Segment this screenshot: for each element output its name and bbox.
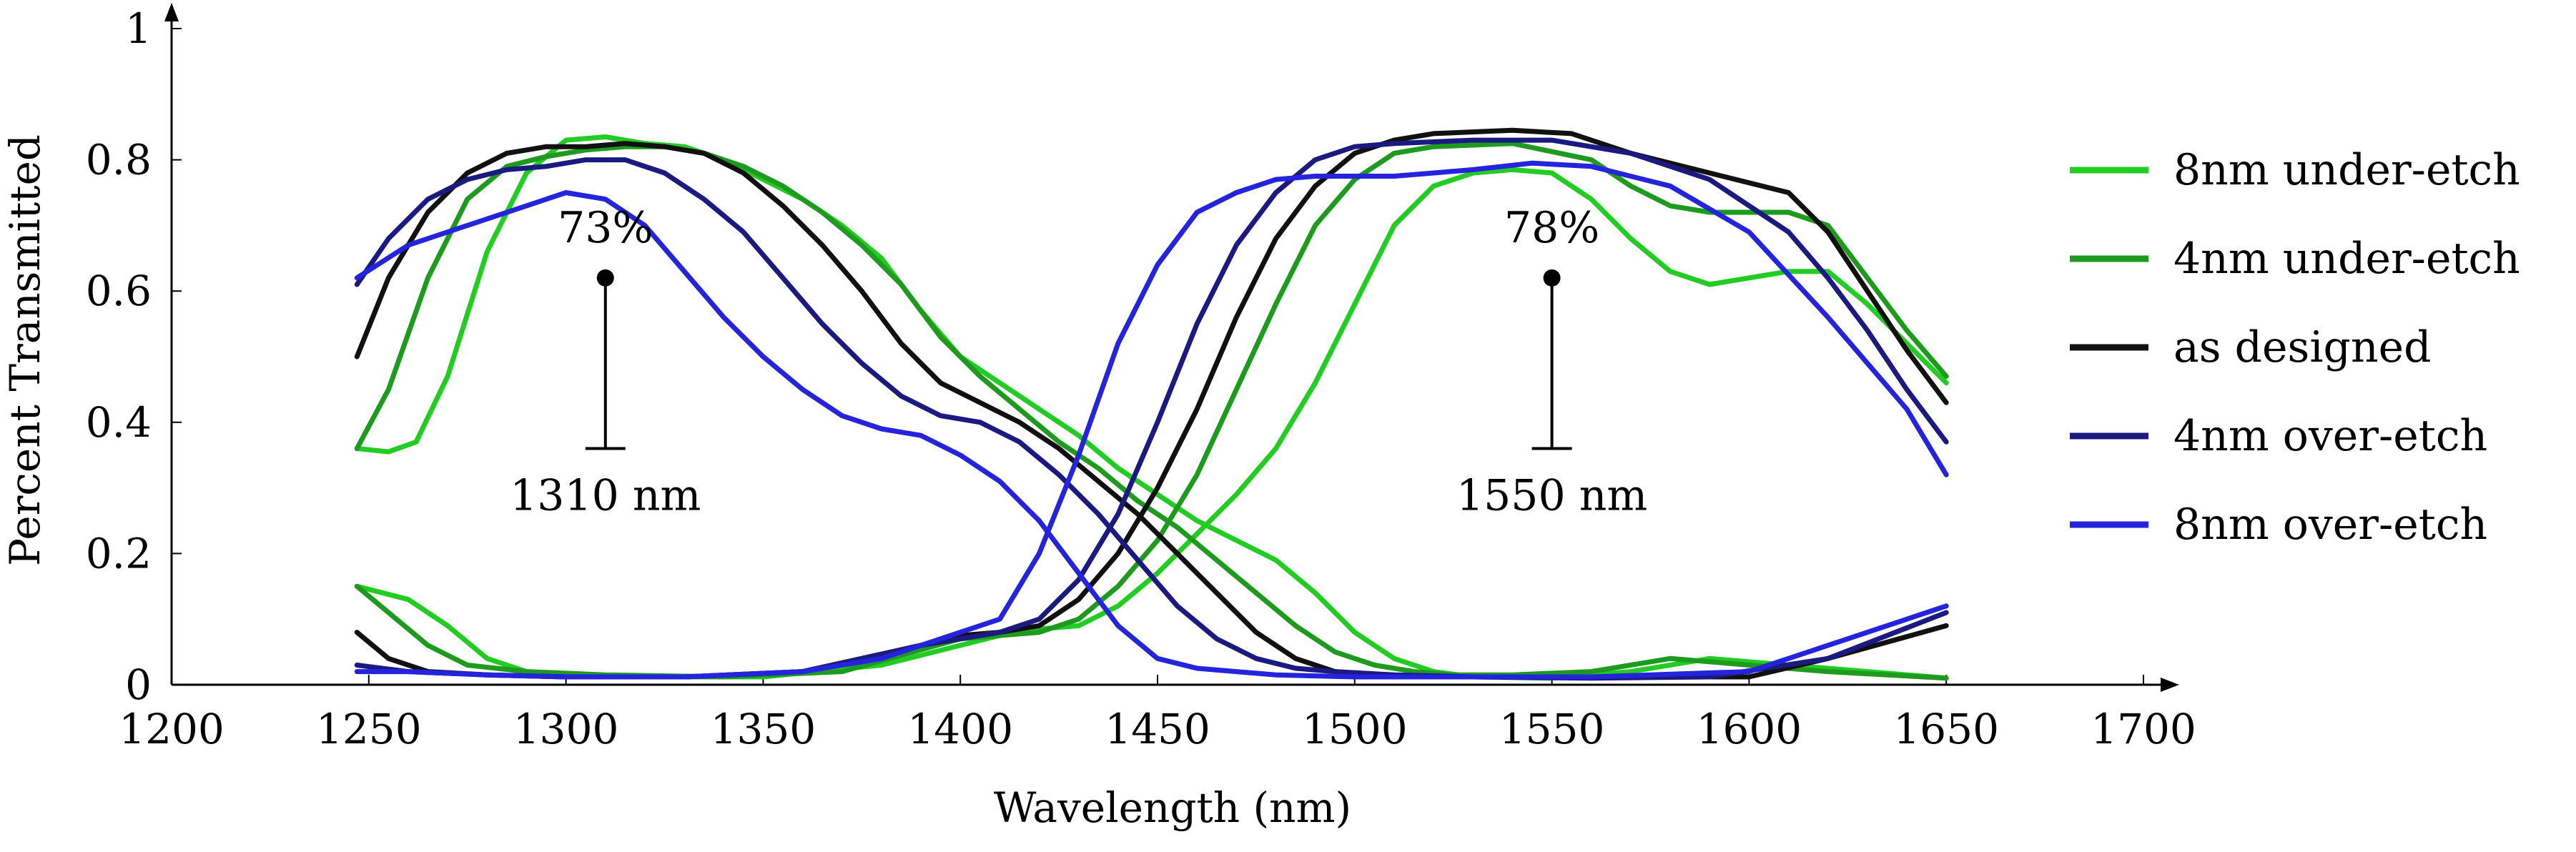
annotation-marker-dot [1543, 269, 1561, 287]
y-axis-title: Percent Transmitted [1, 134, 49, 566]
x-tick-label: 1650 [1893, 705, 1999, 753]
series-line-5-channel-1 [354, 190, 1949, 680]
series-line-4-channel-1 [354, 157, 1949, 681]
legend-label: 8nm under-etch [2173, 145, 2520, 195]
legend-label: as designed [2173, 322, 2432, 372]
y-tick-label: 1 [125, 4, 152, 53]
legend-label: 4nm over-etch [2173, 411, 2487, 461]
legend: 8nm under-etch 4nm under-etch as designed 4… [2070, 145, 2520, 550]
y-tick-label: 0.2 [86, 529, 152, 578]
x-tick-label: 1500 [1302, 705, 1408, 753]
axes [164, 3, 2179, 692]
series-line-5-channel-2 [354, 160, 1949, 680]
annotation-wavelength-label: 1310 nm [510, 471, 701, 521]
x-axis-arrow [2161, 678, 2179, 692]
annotation-wavelength-label: 1550 nm [1456, 471, 1647, 521]
x-tick-label: 1600 [1697, 705, 1802, 753]
x-tick-label: 1400 [907, 705, 1013, 753]
y-axis-arrow [164, 3, 179, 21]
series-line-2-channel-2 [354, 141, 1949, 680]
series-lines [354, 127, 1949, 681]
x-tick-label: 1450 [1105, 705, 1210, 753]
annotation-marker-dot [596, 269, 614, 287]
legend-label: 4nm under-etch [2173, 234, 2520, 284]
annotation-percent-label: 78% [1504, 203, 1599, 253]
x-tick-label: 1350 [711, 705, 816, 753]
x-tick-label: 1700 [2091, 705, 2196, 753]
annotation-percent-label: 73% [558, 203, 653, 253]
x-tick-label: 1550 [1499, 705, 1605, 753]
y-tick-label: 0.6 [86, 267, 152, 315]
x-tick-label: 1300 [513, 705, 619, 753]
y-tick-label: 0.8 [86, 136, 152, 184]
y-tick-label: 0.4 [86, 398, 152, 447]
x-axis-title: Wavelength (nm) [994, 783, 1351, 832]
ticks: 1200 1250 1300 1350 1400 1450 1500 1550 1600 1650… [86, 4, 2196, 753]
annotations: 73% 1310 nm 78% 1550 nm [510, 203, 1647, 521]
x-tick-label: 1250 [316, 705, 422, 753]
legend-label: 8nm over-etch [2173, 500, 2487, 550]
x-tick-label: 1200 [119, 705, 224, 753]
y-tick-label: 0 [125, 660, 152, 709]
